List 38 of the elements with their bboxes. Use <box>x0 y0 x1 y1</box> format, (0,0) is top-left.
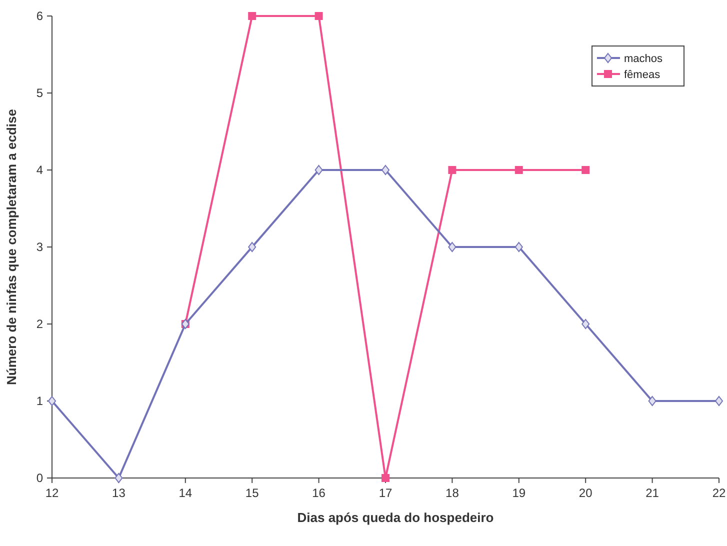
x-tick-label: 12 <box>45 486 59 500</box>
x-tick-label: 20 <box>578 486 593 500</box>
point <box>314 165 323 175</box>
point <box>582 319 590 329</box>
y-tick-label: 1 <box>36 394 44 408</box>
legend-label: fêmeas <box>624 69 661 81</box>
point <box>715 396 723 406</box>
point <box>448 166 456 174</box>
point <box>514 242 523 252</box>
x-tick-label: 16 <box>312 486 326 500</box>
x-axis-title: Dias após queda do hospedeiro <box>297 510 494 525</box>
point <box>382 474 390 482</box>
point <box>314 12 323 20</box>
point <box>248 12 256 20</box>
point <box>582 166 590 174</box>
x-tick-label: 18 <box>446 486 460 500</box>
point <box>48 396 56 406</box>
y-axis-title: Número de ninfas que completaram a ecdise <box>4 109 19 385</box>
x-tick-label: 19 <box>512 486 526 500</box>
x-tick-label: 14 <box>178 486 192 500</box>
x-tick-label: 22 <box>712 486 726 500</box>
x-tick-label: 21 <box>646 486 660 500</box>
point <box>382 165 390 175</box>
point <box>514 166 523 174</box>
y-tick-label: 0 <box>36 471 44 485</box>
y-tick-label: 6 <box>36 9 44 23</box>
y-tick-label: 2 <box>36 317 44 331</box>
y-tick-label: 5 <box>36 86 44 100</box>
point <box>248 242 256 252</box>
point <box>648 396 656 406</box>
point <box>448 242 456 252</box>
y-tick-label: 4 <box>36 163 44 177</box>
y-tick-label: 3 <box>36 240 44 254</box>
point <box>114 473 123 483</box>
x-tick-label: 13 <box>112 486 126 500</box>
legend-label: machos <box>624 53 664 65</box>
x-tick-label: 15 <box>245 486 260 500</box>
x-tick-label: 17 <box>378 486 392 500</box>
